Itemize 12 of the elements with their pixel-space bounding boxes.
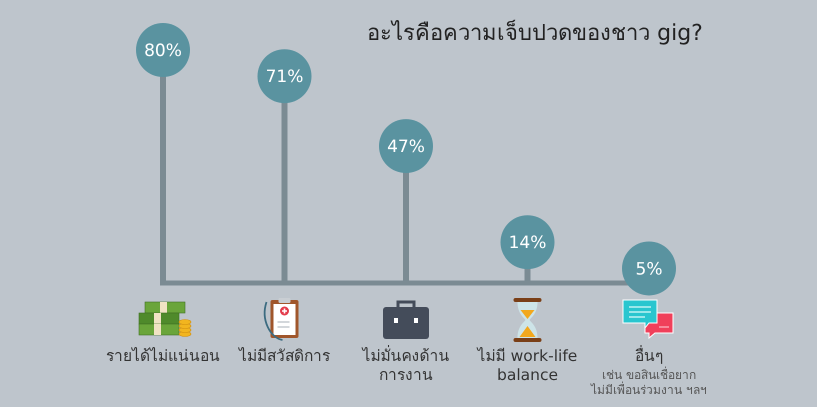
category-label: ไม่มี work-life balance [478,347,578,384]
category-label: อื่นๆ [635,347,663,365]
data-label: 47% [387,137,425,158]
annotation: เช่น ขอสินเชื่อยาก ไม่มีเพื่อนร่วมงาน ฯลฯ [591,368,707,397]
data-label: 71% [266,67,304,88]
data-label: 5% [636,259,662,280]
category-label: ไม่มั่นคงด้าน การงาน [362,347,450,384]
title: อะไรคือความเจ็บปวดของชาว gig? [367,21,703,46]
data-label: 14% [508,233,546,254]
data-label: 80% [144,41,182,61]
category-label: ไม่มีสวัสดิการ [239,347,330,365]
category-label: รายได้ไม่แน่นอน [106,347,220,365]
